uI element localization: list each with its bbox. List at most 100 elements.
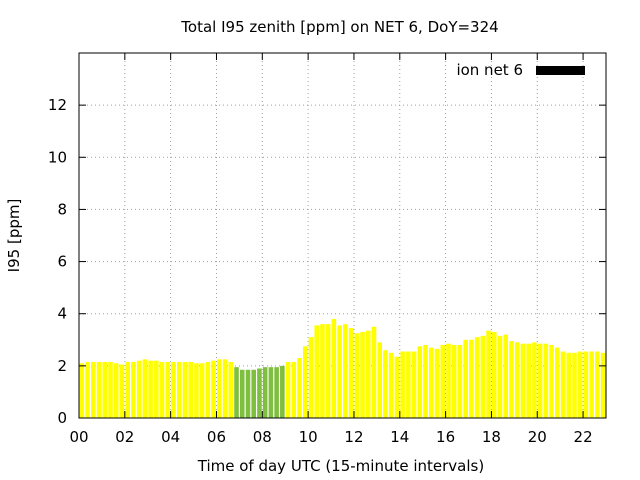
bar xyxy=(119,364,125,418)
bar xyxy=(371,326,377,418)
bar xyxy=(159,361,165,418)
bar xyxy=(423,345,428,418)
bar xyxy=(96,361,102,418)
bar xyxy=(577,351,583,418)
x-tick-label: 02 xyxy=(115,428,134,446)
bar xyxy=(222,359,228,418)
bar xyxy=(217,359,222,418)
bar xyxy=(600,352,606,418)
bar xyxy=(211,360,216,418)
x-tick-label: 20 xyxy=(528,428,547,446)
bar xyxy=(142,359,148,418)
bar xyxy=(457,345,463,418)
bar xyxy=(469,339,474,418)
x-axis-title: Time of day UTC (15-minute intervals) xyxy=(197,457,484,475)
bar xyxy=(503,334,509,418)
x-tick-label: 18 xyxy=(482,428,501,446)
bar xyxy=(446,343,451,418)
grid-lines xyxy=(79,53,606,418)
bar xyxy=(354,333,360,418)
bar xyxy=(102,361,108,418)
bar xyxy=(549,345,554,418)
bar xyxy=(566,352,572,418)
y-tick-label: 4 xyxy=(57,305,67,323)
bar xyxy=(291,361,297,418)
chart-title: Total I95 zenith [ppm] on NET 6, DoY=324 xyxy=(180,18,498,36)
bar-series xyxy=(79,318,606,418)
bar xyxy=(348,328,354,418)
bar xyxy=(434,348,440,418)
y-tick-label: 6 xyxy=(57,253,67,271)
bar xyxy=(537,343,543,418)
x-tick-label: 00 xyxy=(69,428,88,446)
bar xyxy=(555,347,560,418)
bar xyxy=(388,352,394,418)
bar xyxy=(85,361,90,418)
y-axis-title: I95 [ppm] xyxy=(5,199,23,273)
x-tick-label: 10 xyxy=(299,428,318,446)
bar xyxy=(194,363,199,418)
bar xyxy=(572,352,577,418)
x-tick-label: 16 xyxy=(436,428,455,446)
bar xyxy=(308,337,314,418)
bar xyxy=(509,341,514,418)
bar xyxy=(176,361,182,418)
y-tick-label: 8 xyxy=(57,200,67,218)
bar xyxy=(131,361,136,418)
bar xyxy=(165,361,171,418)
bar xyxy=(589,351,594,418)
plot-frame xyxy=(78,52,607,419)
bar xyxy=(108,361,113,418)
bar xyxy=(262,367,268,418)
bar xyxy=(543,343,549,418)
bar xyxy=(480,335,486,418)
bar xyxy=(394,356,400,418)
x-tick-label: 04 xyxy=(161,428,180,446)
bar xyxy=(411,351,417,418)
bar xyxy=(417,346,423,418)
bar xyxy=(154,360,159,418)
bar xyxy=(251,369,257,418)
bar xyxy=(302,346,308,418)
bar xyxy=(492,331,497,418)
x-tick-label: 12 xyxy=(344,428,363,446)
bar xyxy=(343,324,348,418)
bar xyxy=(520,343,526,418)
y-tick-label: 12 xyxy=(48,96,67,114)
bar xyxy=(125,361,130,418)
bar xyxy=(486,330,491,418)
bar xyxy=(325,324,331,418)
x-tick-label: 06 xyxy=(207,428,226,446)
bar xyxy=(320,324,325,418)
bar xyxy=(280,365,285,418)
bar xyxy=(583,351,589,418)
bar xyxy=(365,330,371,418)
bar xyxy=(148,360,153,418)
bar xyxy=(451,345,457,418)
bar xyxy=(239,369,245,418)
bar xyxy=(234,367,239,418)
bar xyxy=(245,369,251,418)
bar xyxy=(514,342,520,418)
bar xyxy=(474,337,480,418)
x-tick-label: 14 xyxy=(390,428,409,446)
bar xyxy=(205,361,211,418)
legend: ion net 6 xyxy=(456,61,585,79)
bar xyxy=(182,361,188,418)
bar xyxy=(595,351,600,418)
bar xyxy=(331,318,337,418)
y-tick-label: 10 xyxy=(48,148,67,166)
bar xyxy=(136,360,142,418)
bar xyxy=(113,363,119,418)
bar xyxy=(497,335,503,418)
bar xyxy=(532,342,537,418)
bar xyxy=(314,325,320,418)
bar xyxy=(274,367,279,418)
legend-swatch xyxy=(536,66,585,75)
bar xyxy=(337,325,342,418)
bar xyxy=(463,339,468,418)
bar xyxy=(257,368,262,418)
bar xyxy=(406,351,411,418)
